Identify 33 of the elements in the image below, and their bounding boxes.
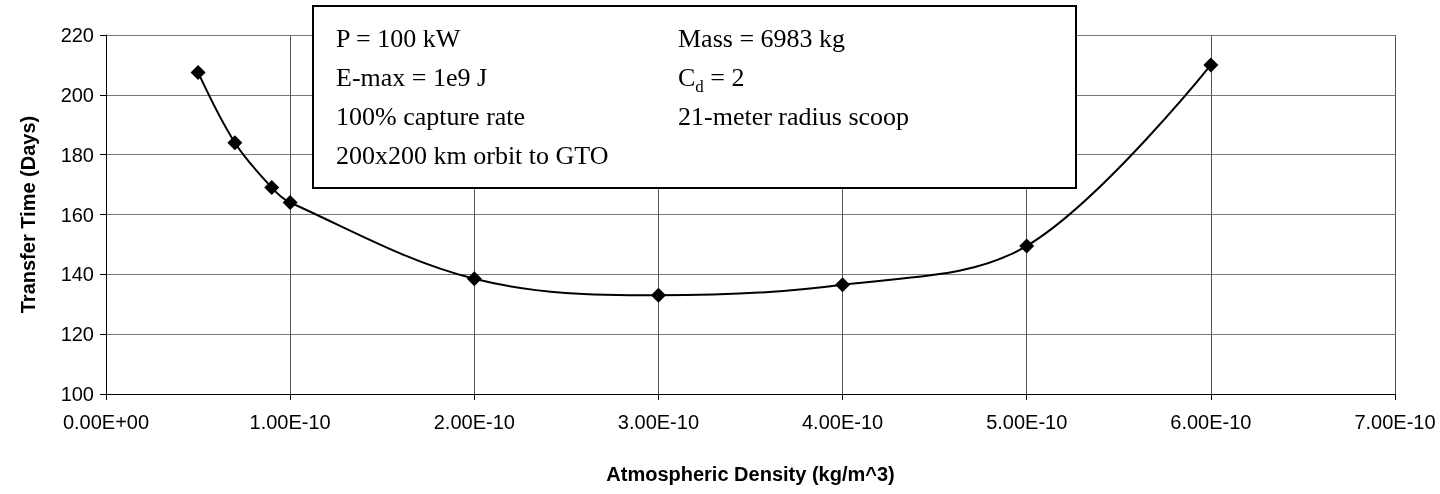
y-tick-label: 200 bbox=[60, 83, 94, 106]
x-tick-label: 5.00E-10 bbox=[986, 411, 1068, 433]
y-axis-title: Transfer Time (Days) bbox=[17, 115, 39, 314]
x-tick-label: 2.00E-10 bbox=[433, 411, 515, 433]
annotation: 100% capture rate bbox=[336, 101, 527, 133]
x-axis-title: Atmospheric Density (kg/m^3) bbox=[606, 463, 895, 485]
x-tick-label: 6.00E-10 bbox=[1170, 411, 1252, 433]
annotation: E-max = 1e9 J bbox=[336, 62, 489, 94]
x-tick-label: 7.00E-10 bbox=[1354, 411, 1436, 433]
annotation: 21-meter radius scoop bbox=[678, 101, 911, 133]
point bbox=[282, 195, 298, 211]
point bbox=[650, 287, 666, 303]
annotation: C$_{d}$ = 2 bbox=[678, 62, 746, 97]
y-tick-label: 180 bbox=[60, 143, 94, 166]
y-tick-label: 140 bbox=[60, 263, 94, 286]
annotation: Mass = 6983 kg bbox=[678, 23, 847, 55]
point bbox=[1203, 57, 1219, 73]
y-tick-label: 160 bbox=[60, 203, 94, 226]
annotation: P = 100 kW bbox=[336, 23, 462, 55]
point bbox=[264, 180, 280, 196]
x-tick-label: 4.00E-10 bbox=[801, 411, 884, 433]
point bbox=[190, 64, 206, 80]
y-tick-label: 100 bbox=[60, 383, 94, 405]
point bbox=[227, 135, 243, 151]
point bbox=[1019, 238, 1035, 254]
x-tick-label: 0.00E+00 bbox=[62, 411, 150, 433]
annotation: 200x200 km orbit to GTO bbox=[336, 140, 610, 172]
point bbox=[466, 271, 482, 287]
y-tick-label: 120 bbox=[60, 323, 94, 346]
x-tick-label: 3.00E-10 bbox=[617, 411, 700, 433]
x-tick-label: 1.00E-10 bbox=[249, 411, 331, 433]
point bbox=[835, 277, 851, 293]
y-tick-label: 220 bbox=[60, 24, 94, 46]
